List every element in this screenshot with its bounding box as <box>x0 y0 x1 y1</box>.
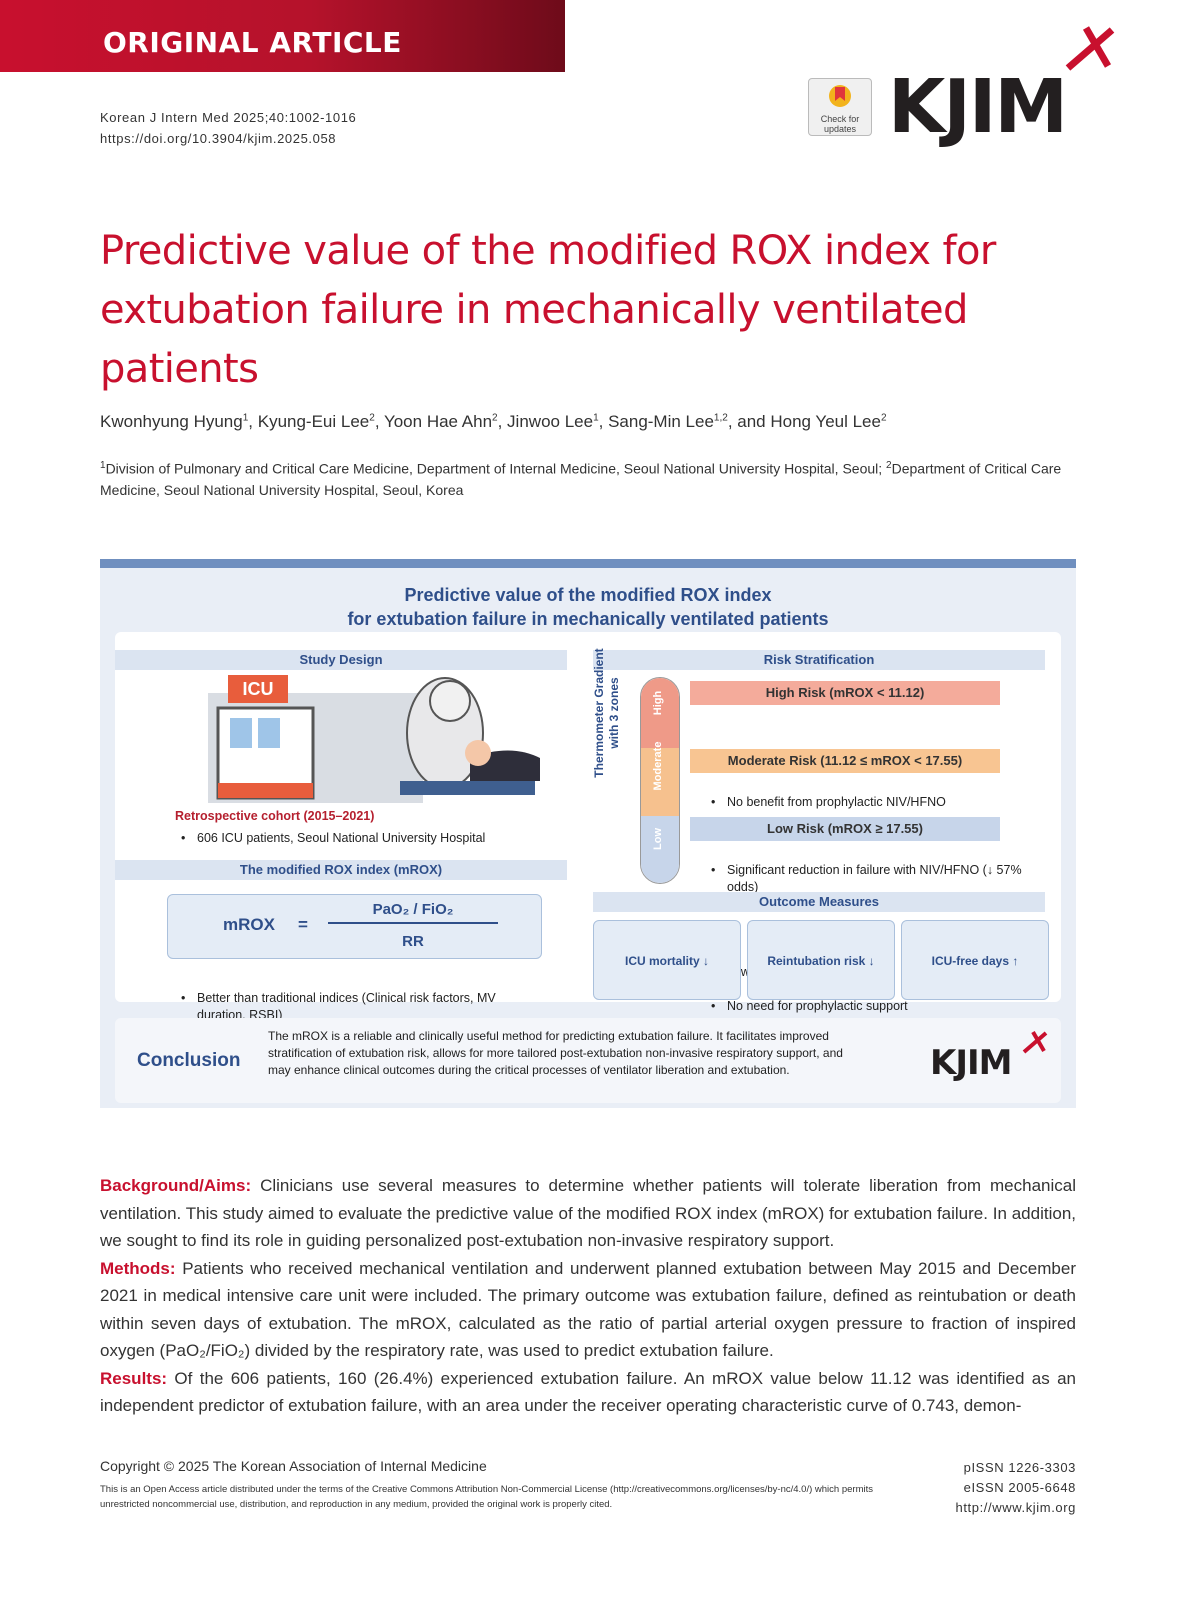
badge-text: Check for updates <box>820 114 860 134</box>
zone-label: Moderate <box>652 741 664 791</box>
abstract-section: Background/Aims: Clinicians use several … <box>100 1172 1076 1255</box>
ga-title-line: for extubation failure in mechanically v… <box>347 609 829 629</box>
outcome-box: Reintubation risk ↓ <box>747 920 895 1000</box>
affiliations: 1Division of Pulmonary and Critical Care… <box>100 455 1080 501</box>
author: , Kyung-Eui Lee <box>248 412 370 431</box>
abstract-text: Clinicians use several measures to deter… <box>100 1176 1076 1250</box>
article-title: Predictive value of the modified ROX ind… <box>100 228 996 392</box>
author-sup: 2 <box>369 412 375 424</box>
risk-bullet: No benefit from prophylactic NIV/HFNO <box>705 794 1200 811</box>
author-sup: 2 <box>880 412 887 424</box>
zone-high <box>641 678 679 748</box>
formula-box: mROX = PaO₂ / FiO₂ RR <box>167 894 542 959</box>
conclusion-label: Conclusion <box>137 1050 241 1071</box>
conclusion-logo: KJIM <box>930 1043 1012 1083</box>
check-badge[interactable]: Check for updates <box>808 78 872 136</box>
abstract-section: Results: Of the 606 patients, 160 (26.4%… <box>100 1365 1076 1420</box>
graphical-abstract: Predictive value of the modified ROX ind… <box>100 559 1076 1108</box>
badge-icon <box>829 85 851 107</box>
author: , Yoon Hae Ahn <box>374 412 493 431</box>
cohort-title: Retrospective cohort (2015–2021) <box>175 809 375 823</box>
outcome-box: ICU mortality ↓ <box>593 920 741 1000</box>
icu-label: ICU <box>243 679 274 699</box>
section-header: Risk Stratification <box>593 650 1045 670</box>
author-sup: 1 <box>242 412 249 424</box>
logo-cross <box>1065 26 1115 71</box>
author-sup: 1 <box>593 412 599 424</box>
abstract: Background/Aims: Clinicians use several … <box>100 1172 1076 1420</box>
abstract-label: Methods: <box>100 1258 176 1278</box>
conclusion-panel: Conclusion The mROX is a reliable and cl… <box>115 1018 1061 1103</box>
outcome-box: ICU-free days ↑ <box>901 920 1049 1000</box>
aff-sup: 2 <box>886 460 892 471</box>
abstract-label: Background/Aims: <box>100 1176 252 1195</box>
author-sup: 2 <box>492 412 498 424</box>
eissn: eISSN 2005-6648 <box>963 1480 1076 1495</box>
citation: Korean J Intern Med 2025;40:1002-1016 <box>100 110 357 125</box>
risk-bullet: No need for prophylactic support <box>705 998 1200 1015</box>
formula-equals: = <box>298 915 308 934</box>
section-header: The modified ROX index (mROX) <box>115 860 567 880</box>
risk-bullet: Significant reduction in failure with NI… <box>705 862 1035 896</box>
section-header: Study Design <box>115 650 567 670</box>
banner: ORIGINAL ARTICLE <box>0 0 565 72</box>
thermometer-label: Thermometer Gradient with 3 zones <box>592 648 621 778</box>
risk-heading: High Risk (mROX < 11.12) <box>690 681 1000 705</box>
risk-heading: Moderate Risk (11.12 ≤ mROX < 17.55) <box>690 749 1000 773</box>
formula-denominator: RR <box>402 933 424 950</box>
zone-label: Low <box>652 828 664 850</box>
zone-label: High <box>652 690 664 716</box>
zone-low <box>641 816 679 883</box>
journal-url[interactable]: http://www.kjim.org <box>955 1500 1076 1515</box>
authors: Kwonhyung Hyung1, Kyung-Eui Lee2, Yoon H… <box>100 412 887 432</box>
copyright: Copyright © 2025 The Korean Association … <box>100 1458 487 1474</box>
author-sup: 1,2 <box>713 412 728 424</box>
zone-moderate <box>641 748 679 816</box>
license: This is an Open Access article distribut… <box>100 1484 873 1510</box>
abstract-text: Patients who received mechanical ventila… <box>100 1258 1076 1361</box>
cohort-bullet: 606 ICU patients, Seoul National Univers… <box>175 830 1151 847</box>
affiliation: Department of Critical Care Medicine, Se… <box>100 460 1062 498</box>
ga-title: Predictive value of the modified ROX ind… <box>100 583 1076 631</box>
risk-heading: Low Risk (mROX ≥ 17.55) <box>690 817 1000 841</box>
abstract-text: Of the 606 patients, 160 (26.4%) experie… <box>100 1368 1076 1416</box>
affiliation: Division of Pulmonary and Critical Care … <box>105 460 887 477</box>
logo: KJIM <box>888 64 1068 150</box>
abstract-label: Results: <box>100 1368 168 1388</box>
author: , and Hong Yeul Lee <box>727 412 881 431</box>
logo-cross <box>1022 1030 1048 1054</box>
author: , Sang-Min Lee <box>598 412 714 431</box>
banner-text: ORIGINAL ARTICLE <box>103 26 402 59</box>
abstract-section: Methods: Patients who received mechanica… <box>100 1255 1076 1365</box>
doi-link[interactable]: https://doi.org/10.3904/kjim.2025.058 <box>100 131 337 146</box>
conclusion-text: The mROX is a reliable and clinically us… <box>268 1029 843 1077</box>
formula-lhs: mROX <box>223 915 275 934</box>
pissn: pISSN 1226-3303 <box>963 1460 1076 1475</box>
ga-title-line: Predictive value of the modified ROX ind… <box>404 585 772 605</box>
author: Kwonhyung Hyung <box>100 412 243 431</box>
aff-sup: 1 <box>100 460 106 471</box>
thermometer <box>640 677 680 884</box>
icu-illustration: ICU <box>208 675 540 803</box>
formula-numerator: PaO₂ / FiO₂ <box>328 901 498 924</box>
section-header: Outcome Measures <box>593 892 1045 912</box>
author: , Jinwoo Lee <box>497 412 594 431</box>
